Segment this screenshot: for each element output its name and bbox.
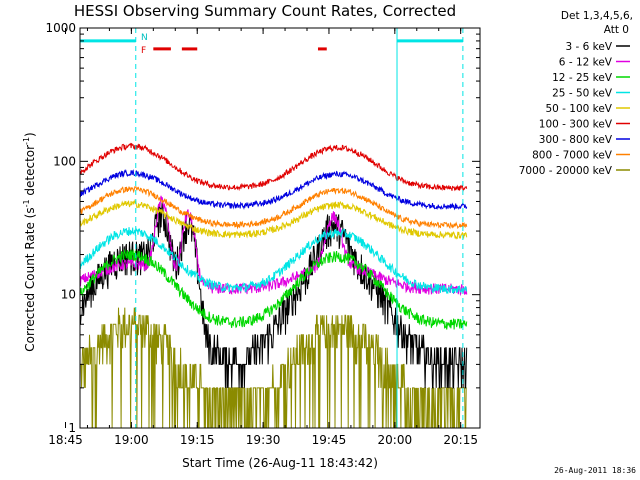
series-line [79, 168, 468, 211]
legend-entry-label: 300 - 800 keV [539, 134, 613, 146]
legend-entry-label: 100 - 300 keV [539, 119, 613, 131]
series-line [79, 199, 468, 240]
series-line [79, 248, 468, 330]
series-line [79, 142, 468, 193]
y-tick-label: 100 [53, 154, 76, 168]
y-tick-label: 1000 [45, 21, 76, 35]
legend-entry-label: 25 - 50 keV [552, 88, 613, 100]
series-layer [79, 142, 468, 429]
x-tick-label: 19:00 [114, 433, 149, 447]
y-axis: 1 10 100 1000 [45, 21, 480, 435]
legend-entry-label: 800 - 7000 keV [532, 150, 613, 162]
x-tick-label: 19:15 [180, 433, 215, 447]
x-tick-label: 18:45 [48, 433, 83, 447]
legend-entry-label: 6 - 12 keV [559, 57, 613, 69]
timestamp: 26-Aug-2011 18:36 [554, 466, 636, 475]
chart-title: HESSI Observing Summary Count Rates, Cor… [74, 2, 456, 20]
legend-header-line2: Att 0 [604, 24, 629, 36]
y-label-mid: detector [23, 145, 37, 200]
y-label-sup2: -1 [22, 137, 31, 145]
marker-label-n: N [141, 33, 148, 43]
x-axis-label: Start Time (26-Aug-11 18:43:42) [182, 456, 378, 470]
x-tick-label: 20:15 [443, 433, 478, 447]
plot-frame [79, 27, 481, 429]
legend: Det 1,3,4,5,6, Att 0 3 - 6 keV 6 - 12 keV… [519, 10, 633, 177]
x-tick-label: 19:45 [312, 433, 347, 447]
legend-entry-label: 7000 - 20000 keV [519, 165, 613, 177]
series-line [79, 195, 468, 297]
series-line [79, 226, 468, 295]
x-axis: 18:45 19:00 19:15 19:30 19:45 20:00 20:15 [48, 28, 478, 447]
legend-entry-label: 12 - 25 keV [552, 72, 613, 84]
y-tick-label: 10 [61, 288, 76, 302]
marker-label-f: F [141, 46, 146, 56]
legend-entry-label: 50 - 100 keV [545, 103, 612, 115]
series-line [79, 186, 468, 230]
x-tick-label: 19:30 [246, 433, 281, 447]
x-tick-label: 20:00 [378, 433, 413, 447]
legend-header-line1: Det 1,3,4,5,6, [561, 10, 633, 22]
y-tick-label: 1 [68, 421, 76, 435]
y-label-suffix: ) [23, 132, 37, 137]
y-label-prefix: Corrected Count Rate (s [23, 207, 37, 351]
series-line [80, 307, 467, 429]
legend-entry-label: 3 - 6 keV [565, 41, 612, 53]
y-axis-label: Corrected Count Rate (s-1 detector-1) [22, 132, 37, 351]
y-label-sup1: -1 [22, 199, 31, 207]
